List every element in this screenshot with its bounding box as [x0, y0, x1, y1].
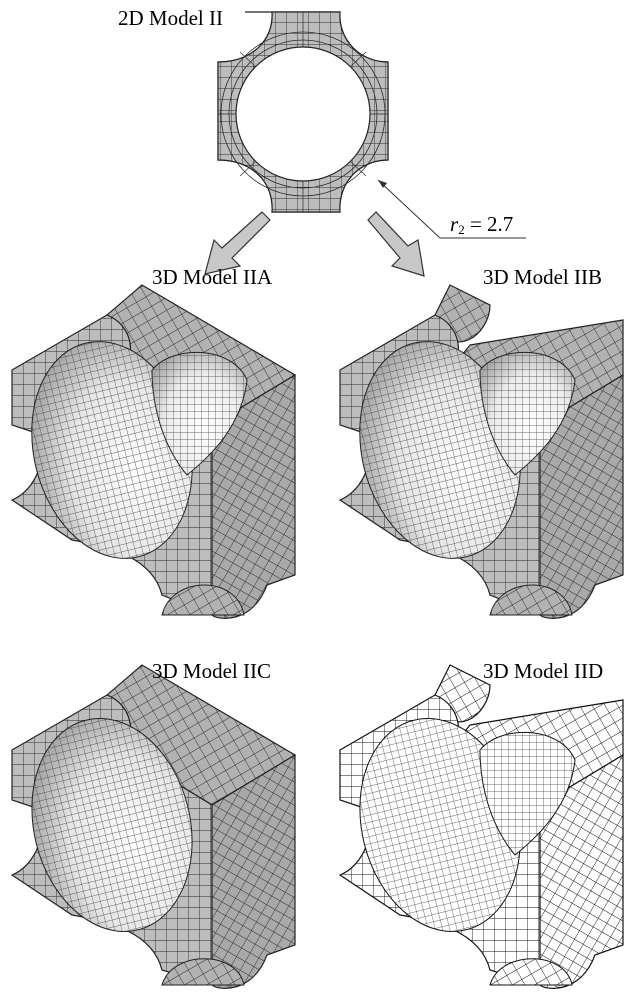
- arrow-right: [367, 211, 425, 277]
- model-2d-mesh: [217, 11, 389, 213]
- model-iid-mesh: [338, 664, 624, 989]
- radius-subscript: 2: [458, 222, 465, 237]
- label-3d-model-iid: 3D Model IID: [483, 659, 604, 683]
- model-iib-mesh: [338, 284, 624, 619]
- label-3d-model-iia: 3D Model IIA: [152, 265, 273, 289]
- radius-symbol: r: [450, 212, 459, 236]
- model-iia-mesh: [10, 284, 297, 619]
- label-2d-model-ii: 2D Model II: [118, 6, 223, 30]
- radius-leader: [377, 179, 526, 239]
- arrow-left: [204, 211, 271, 275]
- model-iic-mesh: [10, 664, 297, 989]
- radius-value: = 2.7: [464, 212, 514, 236]
- radius-label: r2 = 2.7: [450, 212, 514, 237]
- label-3d-model-iib: 3D Model IIB: [483, 265, 602, 289]
- label-3d-model-iic: 3D Model IIC: [152, 659, 271, 683]
